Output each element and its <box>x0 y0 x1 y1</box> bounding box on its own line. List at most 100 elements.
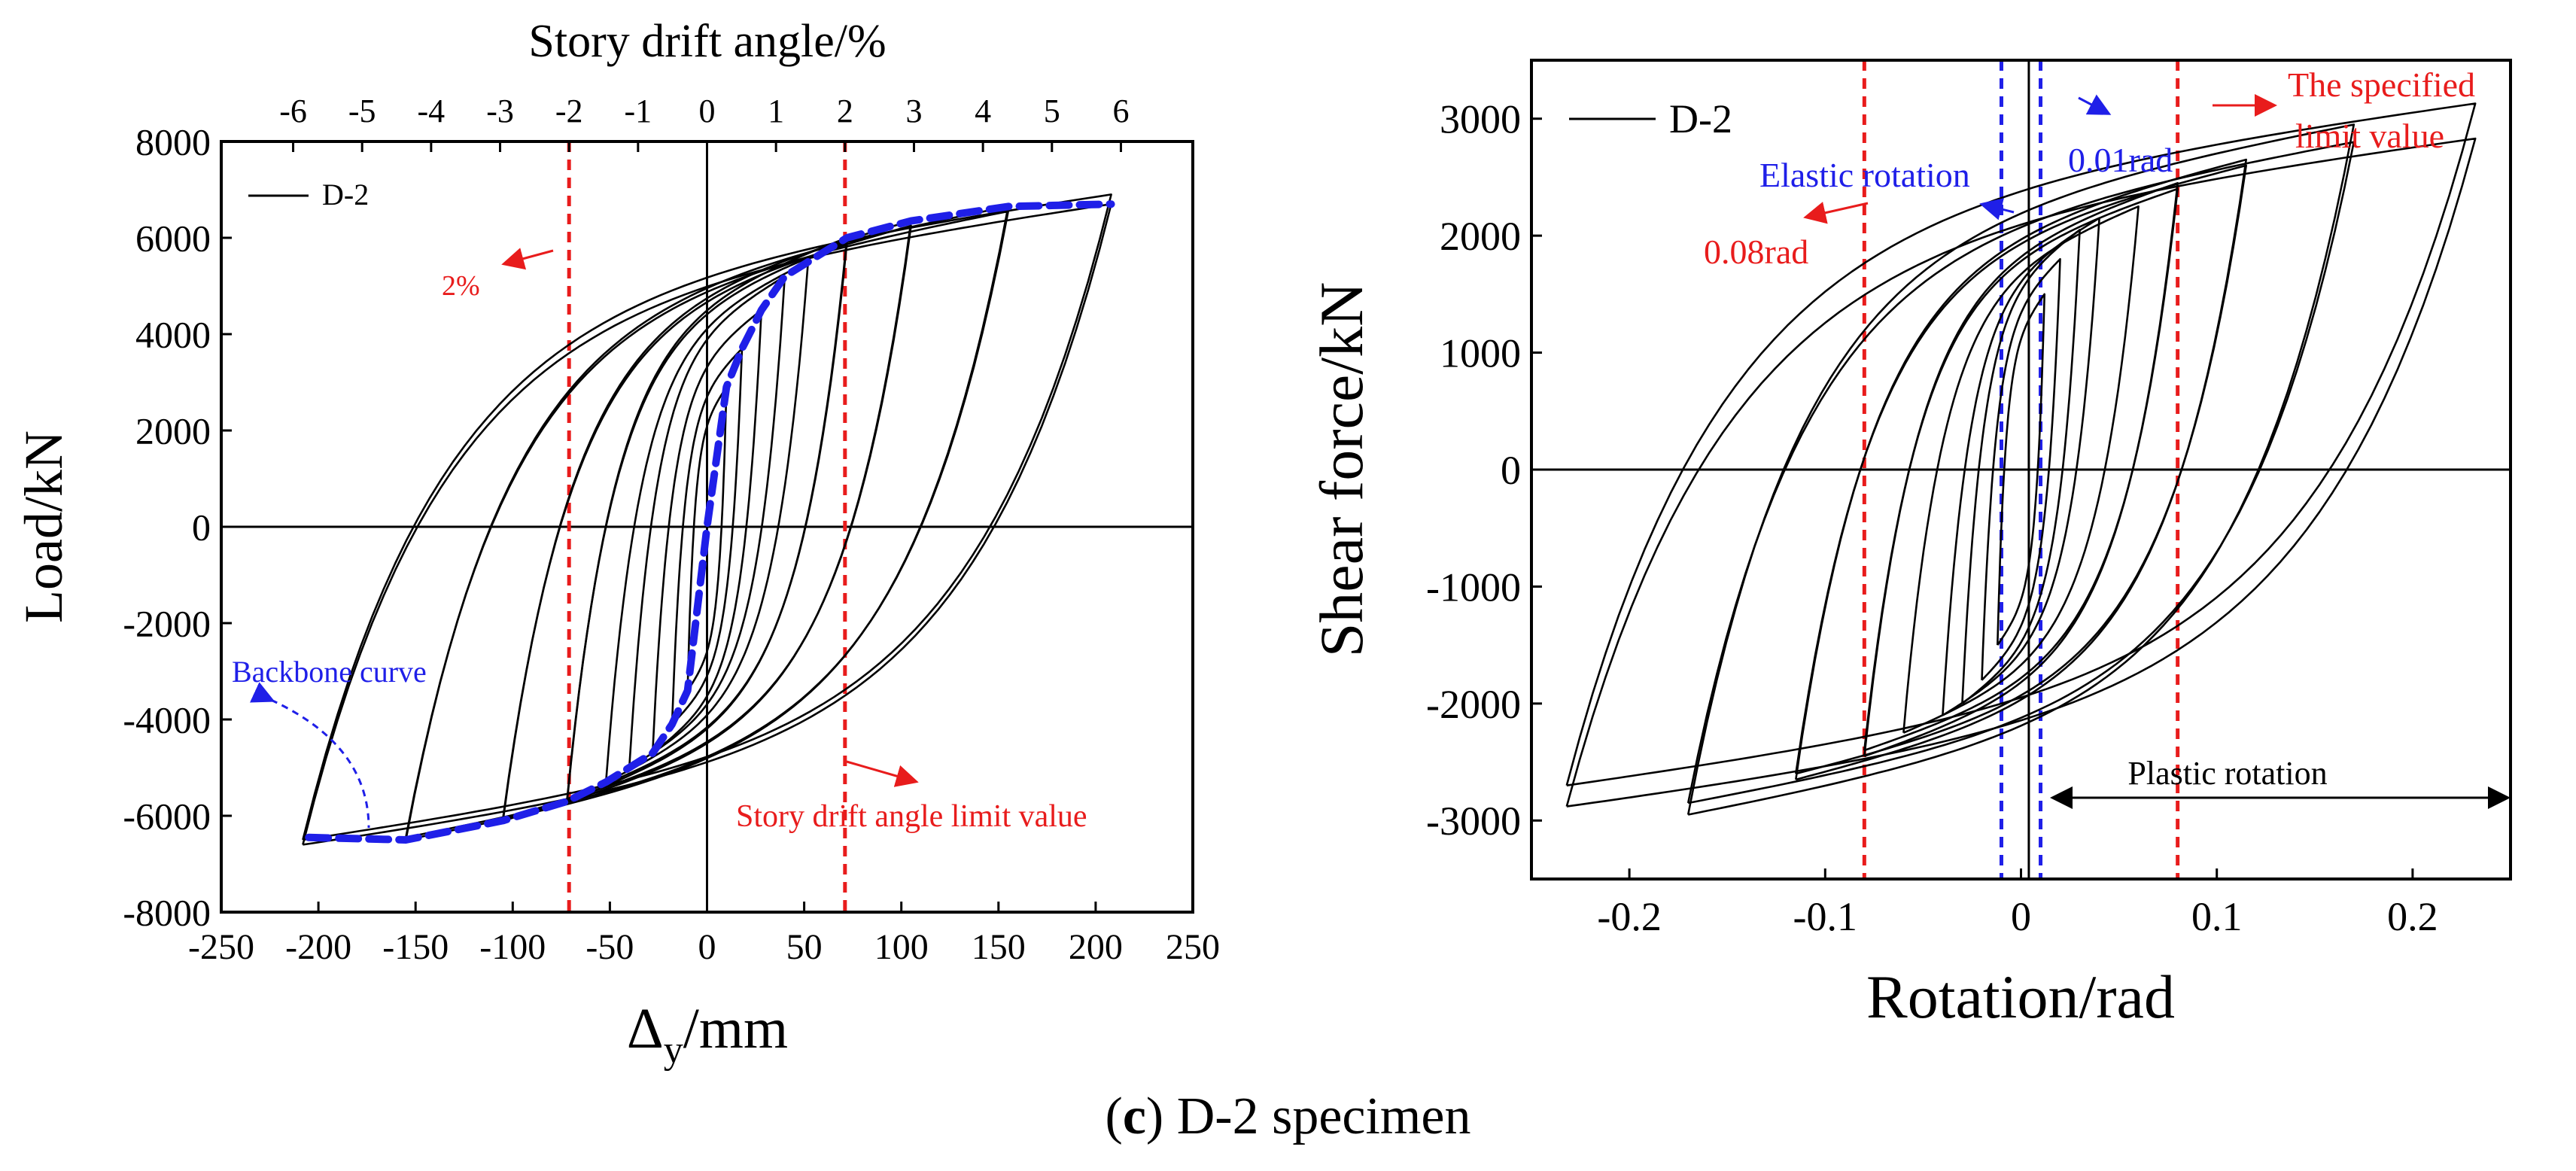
x-tick-label: -250 <box>188 927 254 967</box>
left-2pct-arrow <box>501 248 554 270</box>
right-001-arrow <box>2078 94 2112 115</box>
left-x-ticks: -250 -200 -150 -100 -50 0 50 100 150 200 250 <box>188 902 1220 967</box>
right-008-arrow <box>1803 202 1869 224</box>
hysteresis-loop-0 <box>1997 293 2045 646</box>
top-tick-label: -5 <box>348 93 376 129</box>
right-zero-lines <box>1531 60 2511 879</box>
right-annotation-limit: The specified limit value <box>2213 65 2475 155</box>
y-tick-label: 3000 <box>1440 97 1521 142</box>
top-tick-label: -1 <box>625 93 652 129</box>
right-limit-label-line2: limit value <box>2295 117 2444 155</box>
left-top-axis-ticks: -6 -5 -4 -3 -2 -1 0 1 2 3 4 5 6 <box>279 93 1129 152</box>
left-annotation-limit: Story drift angle limit value <box>736 760 1087 834</box>
hysteresis-loop-8 <box>1795 164 2247 775</box>
top-tick-label: -4 <box>418 93 446 129</box>
caption-letter: c <box>1122 1087 1146 1145</box>
shear-rotation-chart: -0.2 -0.1 0 0.1 0.2 -3000 -2000 -1000 0 1000 2000… <box>1307 59 2512 1031</box>
y-tick-label: 2000 <box>135 410 211 452</box>
caption-text: ) D-2 specimen <box>1145 1087 1471 1145</box>
top-tick-label: 2 <box>837 93 853 129</box>
y-tick-label: -8000 <box>123 892 211 934</box>
hysteresis-loop-11 <box>302 193 1112 841</box>
left-top-axis-label: Story drift angle/% <box>528 16 886 67</box>
x-tick-label: 200 <box>1069 927 1123 967</box>
right-plastic-label: Plastic rotation <box>2127 755 2327 792</box>
left-x-axis-label-unit: /mm <box>683 997 788 1060</box>
left-backbone-label: Backbone curve <box>232 655 427 689</box>
x-tick-label: 150 <box>972 927 1026 967</box>
hysteresis-loop-11 <box>1565 102 2477 786</box>
hysteresis-loop-12 <box>1565 137 2477 808</box>
hysteresis-loop-10 <box>1686 141 2356 804</box>
y-tick-label: -3000 <box>1426 798 1521 844</box>
y-tick-label: -2000 <box>123 603 211 645</box>
left-zero-lines <box>221 141 1193 912</box>
left-limit-arrow <box>846 760 919 787</box>
hysteresis-loop-4 <box>1902 205 2140 734</box>
y-tick-label: -4000 <box>123 699 211 741</box>
left-legend: D-2 <box>248 178 369 211</box>
top-tick-label: 0 <box>699 93 716 129</box>
x-tick-label: -200 <box>285 927 351 967</box>
left-y-ticks: -8000 -6000 -4000 -2000 0 2000 4000 6000 8000 <box>123 121 232 934</box>
right-annotation-plastic: Plastic rotation <box>2050 755 2511 809</box>
left-backbone-pointer <box>249 682 370 829</box>
y-tick-label: -1000 <box>1426 564 1521 610</box>
right-legend-label: D-2 <box>1669 96 1732 141</box>
x-tick-label: -150 <box>382 927 449 967</box>
y-tick-label: 0 <box>192 506 211 549</box>
right-elastic-arrow <box>1979 198 2015 221</box>
right-annotation-001: 0.01rad <box>2068 94 2173 179</box>
x-tick-label: 0.1 <box>2191 894 2243 939</box>
y-tick-label: 8000 <box>135 121 211 163</box>
left-x-axis-label-subscript: y <box>664 1029 683 1072</box>
left-legend-label: D-2 <box>322 178 369 211</box>
left-y-axis-label: Load/kN <box>14 430 74 623</box>
x-tick-label: 100 <box>874 927 929 967</box>
y-tick-label: 6000 <box>135 217 211 260</box>
top-tick-label: 1 <box>768 93 784 129</box>
y-tick-label: -2000 <box>1426 682 1521 727</box>
right-limit-label-line1: The specified <box>2288 65 2475 104</box>
load-displacement-chart: -250 -200 -150 -1 0 0 -50 0 50 100 150 200 250 -8000… <box>14 16 1220 1072</box>
x-tick-label: 0.2 <box>2387 894 2438 939</box>
right-annotation-008: 0.08rad <box>1704 202 1869 271</box>
x-tick-label: 0 <box>698 927 716 967</box>
x-tick-label: -0.2 <box>1597 894 1661 939</box>
right-annotation-elastic: Elastic rotation <box>1759 156 2015 221</box>
top-tick-label: 3 <box>905 93 922 129</box>
figure-caption: (c) D-2 specimen <box>0 1087 2576 1147</box>
y-tick-label: -6000 <box>123 795 211 838</box>
y-tick-label: 1000 <box>1440 330 1521 376</box>
x-tick-label: 250 <box>1166 927 1220 967</box>
left-x-axis-label-symbol: Δ <box>627 997 664 1060</box>
top-tick-label: -2 <box>555 93 583 129</box>
right-x-ticks: -0.2 -0.1 0 0.1 0.2 <box>1597 868 2438 939</box>
x-tick-label: 0 <box>2011 894 2031 939</box>
x-tick-label: -50 <box>585 927 634 967</box>
right-x-axis-label: Rotation/rad <box>1866 963 2175 1031</box>
hysteresis-loop-6 <box>1863 187 2179 752</box>
x-tick-label: -0.1 <box>1793 894 1857 939</box>
caption-open: ( <box>1105 1087 1123 1145</box>
y-tick-label: 0 <box>1501 448 1521 493</box>
left-limit-label: Story drift angle limit value <box>736 799 1087 834</box>
top-tick-label: 6 <box>1112 93 1129 129</box>
right-hysteresis-loops <box>1565 102 2477 816</box>
right-001-label: 0.01rad <box>2068 141 2173 179</box>
right-y-ticks: -3000 -2000 -1000 0 1000 2000 3000 <box>1426 97 1542 844</box>
right-elastic-label: Elastic rotation <box>1759 156 1970 194</box>
left-x-axis-label: Δy/mm <box>627 997 788 1072</box>
hysteresis-loop-1 <box>1981 257 2061 681</box>
top-tick-label: -3 <box>486 93 514 129</box>
top-tick-label: 4 <box>975 93 991 129</box>
left-annotation-backbone: Backbone curve <box>232 655 427 829</box>
hysteresis-loop-7 <box>1795 158 2247 781</box>
top-tick-label: 5 <box>1044 93 1060 129</box>
backbone-curve-line <box>305 200 1115 844</box>
left-2pct-label: 2% <box>442 270 480 302</box>
hysteresis-loop-8 <box>502 224 912 820</box>
x-tick-label: 50 <box>786 927 823 967</box>
left-backbone-curve <box>305 200 1115 844</box>
